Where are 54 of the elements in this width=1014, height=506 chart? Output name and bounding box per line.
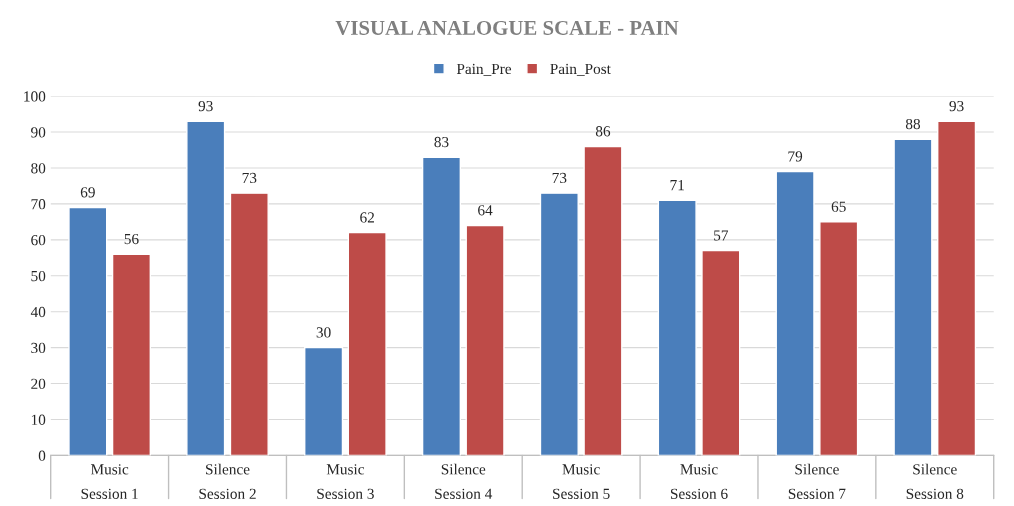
bar [701,249,741,456]
chart-title: VISUAL ANALOGUE SCALE - PAIN [335,20,679,36]
y-tick-label: 40 [30,306,46,318]
data-label: 83 [434,136,449,148]
data-label: 88 [905,118,921,130]
data-label: 56 [124,233,139,245]
x-tick-label: Music Session 3 [317,464,374,499]
bar [583,145,623,456]
x-tick-label: Music Session 5 [553,464,610,499]
bar [775,170,815,456]
x-tick-label: Silence Session 7 [788,463,846,499]
data-label: 73 [242,172,257,184]
bar [304,346,344,456]
bar [657,199,697,456]
y-tick-label: 70 [31,199,46,210]
y-tick-label: 80 [31,163,46,174]
bar [937,120,977,456]
legend-label: Pain_Post [550,63,611,76]
y-tick-label: 0 [38,450,46,461]
data-label: 86 [595,126,611,137]
data-label: 57 [714,230,729,241]
y-tick-label: 100 [24,91,46,102]
x-tick-label: Silence Session 2 [199,463,256,499]
bar [421,156,462,456]
bar [186,120,226,456]
bar [465,224,505,456]
bar [893,138,933,456]
bar [229,192,269,456]
data-label: 73 [552,172,567,184]
bar [819,221,859,456]
data-label: 93 [949,100,964,112]
x-tick-label: Silence Session 8 [906,463,964,499]
bar [68,206,108,456]
y-tick-label: 90 [31,127,46,138]
bar [539,192,579,456]
y-tick-label: 30 [31,342,46,354]
bar [111,253,152,456]
x-tick-label: Music Session 1 [81,464,138,499]
data-label: 64 [478,205,493,216]
data-label: 65 [831,201,846,212]
data-label: 69 [80,187,95,198]
legend-label: Pain_Pre [456,63,512,76]
data-label: 71 [670,180,684,191]
y-tick-label: 50 [31,270,46,282]
bar [347,231,387,456]
x-tick-label: Music Session 6 [670,464,728,499]
y-tick-label: 20 [31,378,46,389]
data-label: 30 [316,327,331,338]
y-tick-label: 60 [31,234,46,246]
y-tick-label: 10 [31,414,46,425]
data-label: 79 [788,151,803,162]
data-label: 93 [198,100,213,112]
x-tick-label: Silence Session 4 [435,463,493,499]
data-label: 62 [360,212,374,223]
